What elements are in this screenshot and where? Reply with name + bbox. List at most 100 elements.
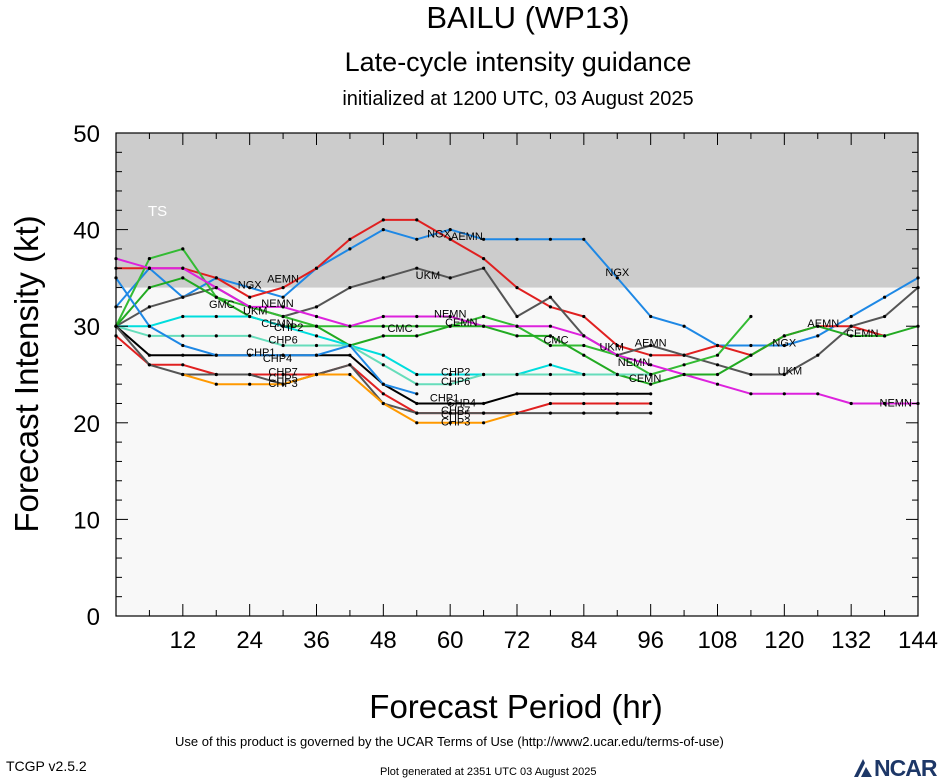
point-cemn [749,353,753,357]
point-ngx [782,343,786,348]
point-nemn [381,314,385,319]
point-chp4 [348,343,352,348]
point-chp5 [582,411,586,415]
point-nemn [615,353,619,357]
series-label-gmc: GMC [209,299,235,311]
series-label-nemn: NEMN [261,298,293,310]
series-label-chp5: CHP5 [441,409,470,421]
point-cmc [749,314,753,319]
x-tick-label: 108 [697,627,737,654]
point-chp5 [248,372,252,377]
axes: 12 24 36 48 60 72 84 96 108 120 132 144 0 10 20 30 40 50 [73,121,938,654]
point-cmc [415,324,419,328]
series-label-chp6: CHP6 [268,335,297,347]
point-chp1 [582,392,586,396]
point-chp7 [548,401,553,406]
point-ngx [248,286,252,290]
point-chp2 [448,372,452,377]
point-aemn [248,295,252,299]
point-chp1 [615,392,619,396]
x-tick-label: 120 [764,627,804,654]
point-chp2 [381,353,385,357]
point-chp3 [448,421,452,425]
point-chp7 [181,363,185,367]
y-tick-label: 50 [73,121,100,148]
point-cmc [482,314,486,319]
series-label-chp2: CHP2 [274,322,303,334]
point-cmc [381,324,385,328]
point-ngx [749,343,753,348]
point-ukm [147,305,151,309]
series-label-chp5: CHP5 [268,373,297,385]
point-chp3 [515,411,519,415]
point-cmc [548,343,553,348]
x-tick-label: 48 [370,627,397,654]
point-nemn [348,324,352,328]
point-nemn [548,324,553,328]
series-label-ngx: NGX [772,338,797,350]
point-ngx [883,295,887,299]
series-label-aemn: AEMN [807,318,839,330]
ncar-logo-icon [854,759,872,777]
point-aemn [615,343,619,348]
point-chp4 [248,353,252,357]
series-labels: NGXNGXNGXNGXAEMNAEMNAEMNAEMNUKMUKMUKMUKM… [209,228,912,428]
point-chp6 [448,382,452,386]
point-ngx [649,314,653,319]
point-cemn [883,334,887,338]
point-ukm [883,314,887,319]
point-ngx [448,228,452,232]
series-label-aemn: AEMN [635,338,667,350]
point-ukm [649,343,653,348]
point-ngx [515,237,519,241]
point-ngx [548,237,553,241]
point-chp2 [181,314,185,319]
terms-of-use-text: Use of this product is governed by the U… [175,734,724,749]
point-aemn [415,218,419,222]
point-cemn [582,353,586,357]
series-label-chp2: CHP2 [441,367,470,379]
point-nemn [582,334,586,338]
point-ngx [816,334,820,338]
point-nemn [181,266,185,270]
point-chp6 [281,343,285,348]
point-chp3 [415,421,419,425]
point-chp6 [548,372,553,377]
point-cemn [816,324,820,328]
ncar-logo: NCAR [852,755,940,781]
point-cemn [548,334,553,338]
point-ngx [281,295,285,299]
y-tick-label: 30 [73,314,100,341]
series-label-cmc: CMC [543,335,568,347]
point-chp5 [649,411,653,415]
series-label-ngx: NGX [238,280,263,292]
point-chp2 [548,363,553,367]
x-tick-label: 36 [303,627,330,654]
point-chp5 [415,411,419,415]
point-cemn [715,372,720,377]
point-chp3 [248,382,252,386]
point-nemn [415,314,419,319]
point-ukm [515,314,519,319]
point-chp6 [248,334,252,338]
series-label-nemn: NEMN [618,357,650,369]
chart-title: BAILU (WP13) [426,0,629,35]
series-label-cemn: CEMN [846,328,878,340]
point-cemn [482,324,486,328]
series-label-cmc: CMC [387,323,412,335]
point-chp7 [649,401,653,406]
series-label-nemn: NEMN [434,309,466,321]
point-chp1 [515,392,519,396]
point-chp6 [482,372,486,377]
point-chp3 [281,382,285,386]
point-nemn [448,314,452,319]
y-tick-label: 40 [73,218,100,245]
point-chp1 [548,392,553,396]
series-label-ngx: NGX [427,228,452,240]
point-ukm [181,295,185,299]
point-chp3 [314,372,319,377]
version-text: TCGP v2.5.2 [6,758,87,774]
y-tick-label: 10 [73,507,100,534]
point-chp6 [147,334,151,338]
